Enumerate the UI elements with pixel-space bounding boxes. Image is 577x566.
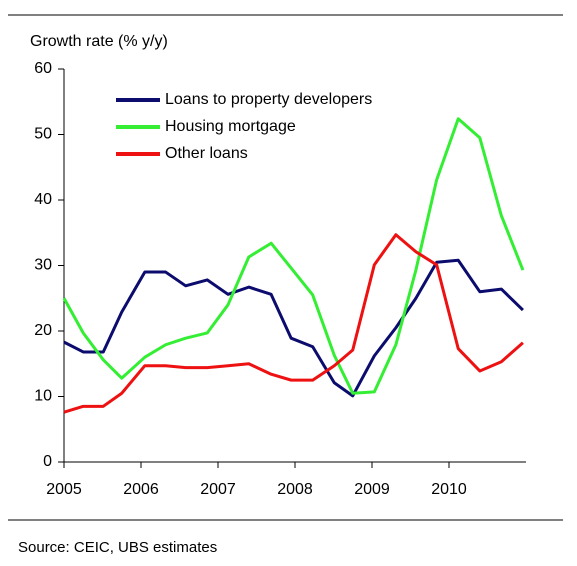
series-line: [62, 117, 525, 395]
y-tick-label: 50: [34, 126, 52, 143]
x-tick-label: 2005: [46, 481, 82, 498]
series-line: [63, 258, 524, 398]
y-tick-label: 20: [34, 322, 52, 339]
y-tick-label: 10: [34, 388, 52, 405]
y-tick-label: 40: [34, 191, 52, 208]
x-tick-label: 2006: [123, 481, 159, 498]
x-tick-label: 2008: [277, 481, 313, 498]
y-tick-label: 30: [34, 257, 52, 274]
series-line: [63, 233, 524, 414]
x-tick-label: 2009: [354, 481, 390, 498]
y-axis-label: Growth rate (% y/y): [30, 33, 168, 50]
legend-label: Other loans: [165, 145, 248, 162]
legend-label: Loans to property developers: [165, 91, 372, 108]
y-tick-label: 0: [43, 453, 52, 470]
source-note: Source: CEIC, UBS estimates: [18, 539, 217, 556]
legend-label: Housing mortgage: [165, 118, 296, 135]
y-tick-label: 60: [34, 60, 52, 77]
x-tick-label: 2007: [200, 481, 236, 498]
x-tick-label: 2010: [431, 481, 467, 498]
